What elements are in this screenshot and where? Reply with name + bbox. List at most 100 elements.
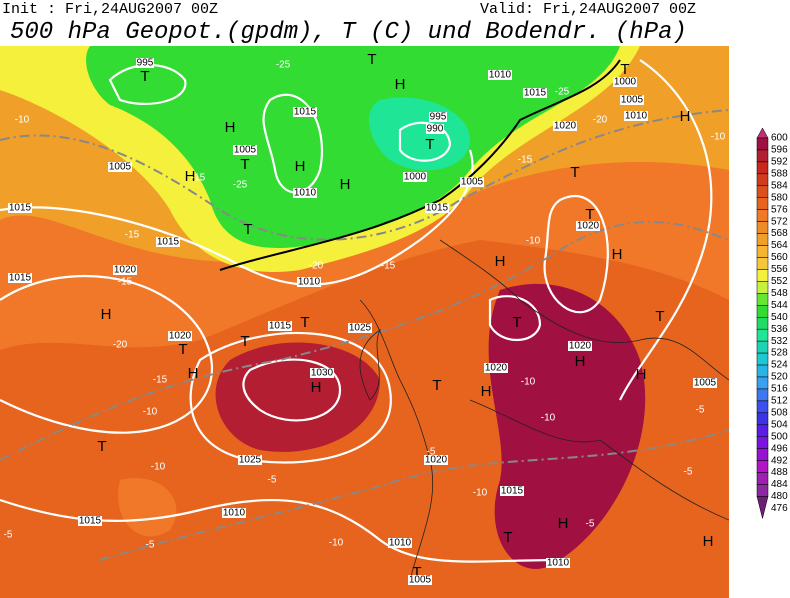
isobar-label: 1025 xyxy=(349,323,372,334)
colorbar-label: 600 xyxy=(771,133,788,144)
pressure-center: T xyxy=(512,314,521,331)
pressure-center: T xyxy=(585,206,594,223)
pressure-center: H xyxy=(185,168,196,185)
colorbar-band xyxy=(756,484,769,497)
temperature-label: -15 xyxy=(191,173,206,184)
label-box xyxy=(576,221,600,231)
colorbar-band xyxy=(756,173,769,187)
pressure-center: T xyxy=(570,164,579,181)
isobar-label: 995 xyxy=(430,112,447,123)
isobar-label: 1005 xyxy=(409,575,432,586)
label-box xyxy=(429,112,447,122)
colorbar-arrow xyxy=(756,127,769,139)
label-box xyxy=(426,124,444,134)
temperature-label: -15 xyxy=(518,155,533,166)
colorbar-band xyxy=(756,305,769,318)
colorbar-band xyxy=(756,149,769,163)
label-box xyxy=(293,107,317,117)
isobar-label: 1015 xyxy=(9,273,32,284)
colorbar-band xyxy=(756,364,769,378)
pressure-center: H xyxy=(558,515,569,532)
colorbar-label: 544 xyxy=(771,300,788,311)
pressure-center: H xyxy=(481,383,492,400)
colorbar-label: 536 xyxy=(771,324,788,335)
isobar-label: 1015 xyxy=(524,88,547,99)
colorbar-band xyxy=(756,352,769,366)
label-box xyxy=(408,575,432,585)
colorbar-band xyxy=(756,340,769,354)
colorbar-band xyxy=(756,388,769,402)
colorbar-label: 488 xyxy=(771,467,788,478)
isobar-label: 1020 xyxy=(114,265,137,276)
pressure-center: H xyxy=(495,253,506,270)
colorbar-label: 512 xyxy=(771,396,788,407)
colorbar-band xyxy=(756,293,769,306)
label-box xyxy=(293,188,317,198)
temperature-label: -10 xyxy=(143,407,158,418)
temperature-label: -10 xyxy=(15,115,30,126)
label-box xyxy=(233,145,257,155)
temperature-label: -10 xyxy=(329,538,344,549)
temperature-label: -10 xyxy=(151,462,166,473)
temperature-label: -20 xyxy=(593,115,608,126)
temperature-label: -10 xyxy=(521,377,536,388)
pressure-center: T xyxy=(300,314,309,331)
pressure-center: T xyxy=(432,377,441,394)
isobar-label: 1015 xyxy=(9,203,32,214)
label-box xyxy=(78,516,102,526)
isobar-label: 1010 xyxy=(489,70,512,81)
pressure-center: H xyxy=(395,76,406,93)
isobar-label: 1005 xyxy=(461,177,484,188)
label-box xyxy=(168,331,192,341)
temperature-label: -10 xyxy=(526,236,541,247)
colorbar-band xyxy=(756,376,769,390)
isobar-label: 1005 xyxy=(109,162,132,173)
temperature-label: -20 xyxy=(113,340,128,351)
pressure-center: H xyxy=(680,108,691,125)
colorbar-label: 592 xyxy=(771,157,788,168)
map-title: 500 hPa Geopot.(gpdm), T (C) und Bodendr… xyxy=(10,19,687,46)
isobar-label: 1000 xyxy=(614,77,637,88)
label-box xyxy=(136,58,154,68)
label-box xyxy=(624,111,648,121)
pressure-center: H xyxy=(295,158,306,175)
isobar-label: 1010 xyxy=(298,277,321,288)
colorbar-band xyxy=(756,328,769,342)
colorbar-label: 568 xyxy=(771,228,788,239)
isobar-label: 1010 xyxy=(223,508,246,519)
label-box xyxy=(620,95,644,105)
colorbar-label: 504 xyxy=(771,419,788,430)
colorbar-label: 480 xyxy=(771,491,788,502)
pressure-center: T xyxy=(240,333,249,350)
pressure-center: T xyxy=(503,529,512,546)
colorbar-label: 572 xyxy=(771,216,788,227)
pressure-center: T xyxy=(97,438,106,455)
label-box xyxy=(523,88,547,98)
map xyxy=(0,46,729,598)
colorbar-band xyxy=(756,209,769,222)
isobar-label: 1015 xyxy=(426,203,449,214)
colorbar: 6005965925885845805765725685645605565525… xyxy=(756,127,788,519)
colorbar-band xyxy=(756,412,769,426)
temperature-label: -10 xyxy=(541,413,556,424)
colorbar-label: 584 xyxy=(771,180,788,191)
pressure-center: H xyxy=(188,365,199,382)
colorbar-band xyxy=(756,197,769,210)
colorbar-label: 564 xyxy=(771,240,788,251)
temperature-label: -5 xyxy=(696,405,705,416)
label-box xyxy=(568,341,592,351)
colorbar-band xyxy=(756,460,769,473)
colorbar-band xyxy=(756,257,769,270)
colorbar-label: 576 xyxy=(771,204,788,215)
label-box xyxy=(460,177,484,187)
isobar-label: 1005 xyxy=(621,95,644,106)
colorbar-band xyxy=(756,269,769,282)
label-box xyxy=(222,508,246,518)
colorbar-band xyxy=(756,233,769,246)
colorbar-label: 484 xyxy=(771,479,788,490)
colorbar-label: 560 xyxy=(771,252,788,263)
temperature-label: -15 xyxy=(381,261,396,272)
pressure-center: H xyxy=(703,533,714,550)
label-box xyxy=(8,273,32,283)
isobar-label: 1015 xyxy=(269,321,292,332)
